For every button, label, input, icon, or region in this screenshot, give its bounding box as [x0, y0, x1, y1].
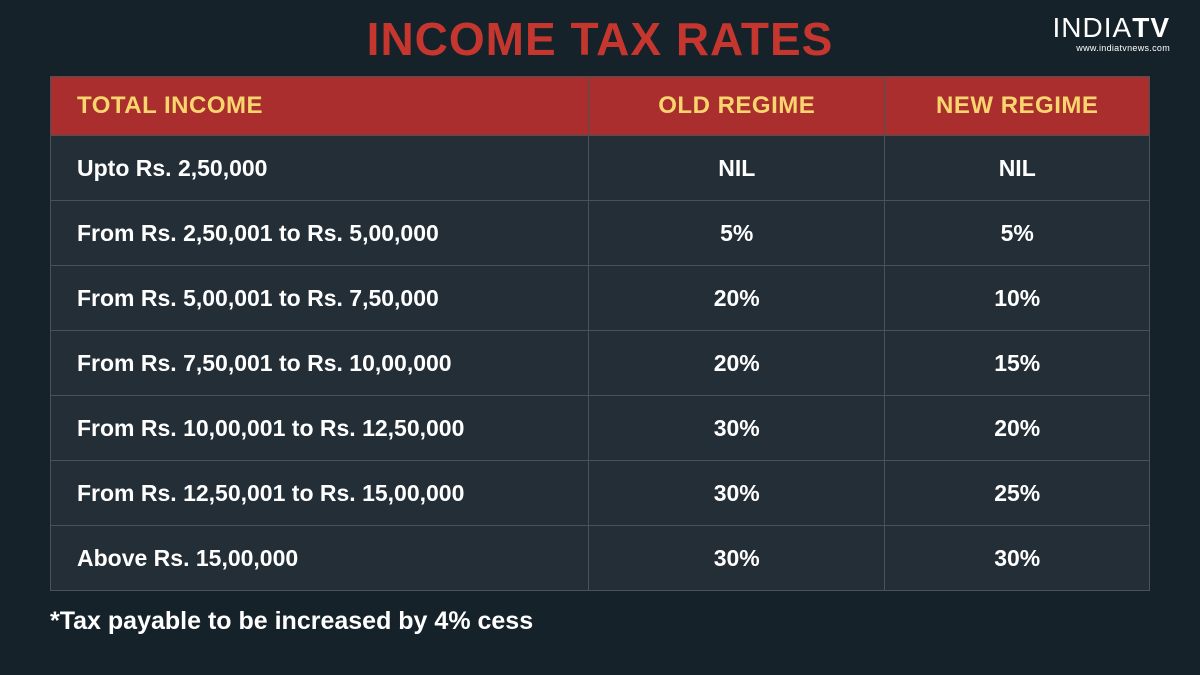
- table-row: Above Rs. 15,00,000 30% 30%: [51, 526, 1149, 590]
- page-title: INCOME TAX RATES: [0, 0, 1200, 66]
- cell-income: Above Rs. 15,00,000: [51, 526, 589, 590]
- cell-old: 30%: [589, 396, 885, 460]
- brand-name: INDIATV: [1053, 14, 1170, 42]
- cell-old: 20%: [589, 266, 885, 330]
- cell-income: From Rs. 7,50,001 to Rs. 10,00,000: [51, 331, 589, 395]
- cell-new: 5%: [885, 201, 1149, 265]
- cell-old: 5%: [589, 201, 885, 265]
- footnote: *Tax payable to be increased by 4% cess: [50, 607, 1200, 636]
- col-header-new: NEW REGIME: [885, 77, 1149, 135]
- table-row: From Rs. 12,50,001 to Rs. 15,00,000 30% …: [51, 461, 1149, 526]
- cell-new: 30%: [885, 526, 1149, 590]
- brand-text-thin: INDIA: [1053, 12, 1133, 43]
- cell-income: From Rs. 10,00,001 to Rs. 12,50,000: [51, 396, 589, 460]
- cell-income: Upto Rs. 2,50,000: [51, 136, 589, 200]
- table-header-row: TOTAL INCOME OLD REGIME NEW REGIME: [51, 77, 1149, 136]
- cell-old: 30%: [589, 526, 885, 590]
- table-row: From Rs. 5,00,001 to Rs. 7,50,000 20% 10…: [51, 266, 1149, 331]
- cell-new: 15%: [885, 331, 1149, 395]
- tax-table: TOTAL INCOME OLD REGIME NEW REGIME Upto …: [50, 76, 1150, 591]
- cell-new: NIL: [885, 136, 1149, 200]
- brand-logo: INDIATV www.indiatvnews.com: [1053, 14, 1170, 53]
- table-row: From Rs. 7,50,001 to Rs. 10,00,000 20% 1…: [51, 331, 1149, 396]
- cell-income: From Rs. 12,50,001 to Rs. 15,00,000: [51, 461, 589, 525]
- cell-income: From Rs. 5,00,001 to Rs. 7,50,000: [51, 266, 589, 330]
- cell-new: 10%: [885, 266, 1149, 330]
- table-row: From Rs. 10,00,001 to Rs. 12,50,000 30% …: [51, 396, 1149, 461]
- table-row: Upto Rs. 2,50,000 NIL NIL: [51, 136, 1149, 201]
- col-header-income: TOTAL INCOME: [51, 77, 589, 135]
- cell-old: 30%: [589, 461, 885, 525]
- brand-url: www.indiatvnews.com: [1053, 43, 1170, 53]
- table-row: From Rs. 2,50,001 to Rs. 5,00,000 5% 5%: [51, 201, 1149, 266]
- brand-text-bold: TV: [1132, 12, 1170, 43]
- cell-old: NIL: [589, 136, 885, 200]
- cell-new: 25%: [885, 461, 1149, 525]
- col-header-old: OLD REGIME: [589, 77, 885, 135]
- cell-old: 20%: [589, 331, 885, 395]
- cell-income: From Rs. 2,50,001 to Rs. 5,00,000: [51, 201, 589, 265]
- cell-new: 20%: [885, 396, 1149, 460]
